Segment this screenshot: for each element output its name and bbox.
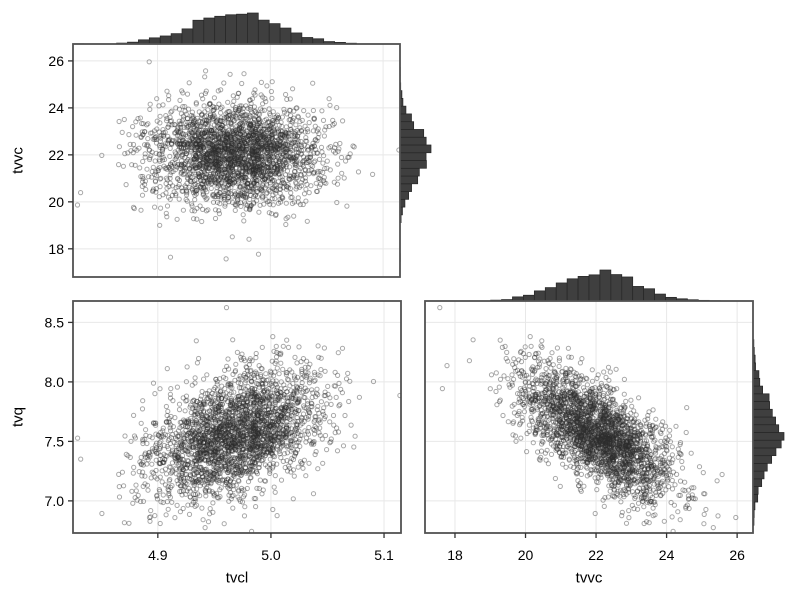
hist-bar — [399, 136, 427, 146]
hist-bar — [588, 274, 601, 302]
hist-bar — [752, 393, 770, 402]
hist-bar — [399, 129, 425, 138]
hist-bar — [279, 27, 292, 45]
hist-bar — [654, 293, 666, 302]
panel-tvq-vs-tvvc: 18 20 22 24 26 tvvc — [424, 269, 785, 587]
panel-tvq-vs-tvcl: 7.0 7.5 8.0 8.5 4.9 5.0 5.1 tvq tvcl — [10, 300, 402, 587]
panel-border — [72, 43, 401, 278]
y-axis-title: tvq — [10, 407, 27, 427]
hist-bar — [752, 447, 777, 457]
hist-bar — [192, 19, 205, 45]
hist-bar — [399, 160, 427, 169]
hist-bar — [621, 276, 634, 302]
y-tick-label: 18 — [48, 241, 64, 257]
y-tick-label: 20 — [48, 194, 64, 210]
scatter-points — [75, 305, 401, 533]
hist-bar — [399, 144, 432, 154]
hist-bar — [399, 113, 412, 123]
panel-background — [73, 44, 400, 277]
hist-bar — [225, 14, 237, 45]
hist-bar — [752, 470, 765, 480]
hist-bar — [301, 37, 314, 45]
hist-bar — [159, 35, 172, 45]
x-axis-title: tvcl — [226, 570, 249, 587]
hist-bar — [257, 19, 270, 45]
scatter-points — [437, 305, 739, 533]
panel-border — [424, 300, 754, 534]
hist-bar — [247, 12, 259, 45]
y-tick-label: 24 — [48, 100, 64, 116]
y-axis-title: tvvc — [10, 147, 27, 174]
hist-bar — [399, 167, 420, 177]
hist-bar — [752, 455, 773, 464]
y-tick-label: 8.0 — [45, 374, 65, 390]
hist-bar — [752, 439, 782, 449]
hist-bar — [752, 478, 763, 487]
hist-bar — [544, 287, 557, 302]
x-tick-label: 4.9 — [148, 547, 168, 563]
hist-bar — [268, 23, 281, 45]
x-tick-label: 5.1 — [374, 547, 394, 563]
x-tick-label: 18 — [447, 547, 463, 563]
hist-bar — [752, 401, 770, 410]
y-tick-label: 22 — [48, 147, 64, 163]
hist-bar — [399, 191, 410, 200]
hist-bar — [148, 37, 161, 45]
panel-background — [425, 301, 753, 533]
hist-bar — [533, 290, 546, 302]
panel-background — [73, 301, 401, 533]
hist-bar — [752, 416, 776, 426]
hist-bar — [290, 32, 303, 45]
x-tick-label: 22 — [588, 547, 604, 563]
hist-bar — [752, 424, 780, 433]
hist-bar — [752, 385, 763, 395]
hist-bar — [181, 28, 194, 45]
marginal-histogram-right-tvq — [752, 300, 785, 534]
hist-bar — [170, 33, 183, 45]
hist-bar — [752, 463, 768, 472]
y-tick-label: 26 — [48, 53, 64, 69]
hist-bar — [399, 152, 427, 161]
panel-tvvc-vs-tvcl: 18 20 22 24 26 tvvc — [10, 12, 432, 278]
hist-bar — [214, 15, 226, 45]
hist-bar — [399, 121, 415, 130]
hist-bar — [236, 13, 248, 45]
hist-bar — [203, 17, 216, 45]
hist-bar — [752, 408, 773, 418]
hist-bar — [399, 175, 419, 185]
hist-bar — [752, 377, 761, 387]
marginal-histogram-top-tvvc — [435, 269, 743, 302]
x-tick-label: 26 — [729, 547, 745, 563]
x-tick-label: 5.0 — [261, 547, 281, 563]
hist-bar — [643, 288, 655, 302]
hist-bar — [577, 276, 590, 302]
hist-bar — [555, 282, 568, 302]
hist-bar — [752, 432, 785, 441]
scatter-points — [74, 59, 400, 262]
y-tick-label: 7.0 — [45, 493, 65, 509]
x-tick-label: 20 — [518, 547, 534, 563]
hist-bar — [599, 269, 612, 302]
panel-border — [72, 300, 402, 534]
hist-bar — [632, 286, 645, 302]
y-tick-label: 7.5 — [45, 433, 65, 449]
hist-bar — [399, 183, 412, 192]
hist-bar — [566, 278, 579, 302]
hist-bar — [610, 274, 623, 302]
x-axis-title: tvvc — [576, 570, 603, 587]
y-tick-label: 8.5 — [45, 314, 65, 330]
x-tick-label: 24 — [659, 547, 675, 563]
